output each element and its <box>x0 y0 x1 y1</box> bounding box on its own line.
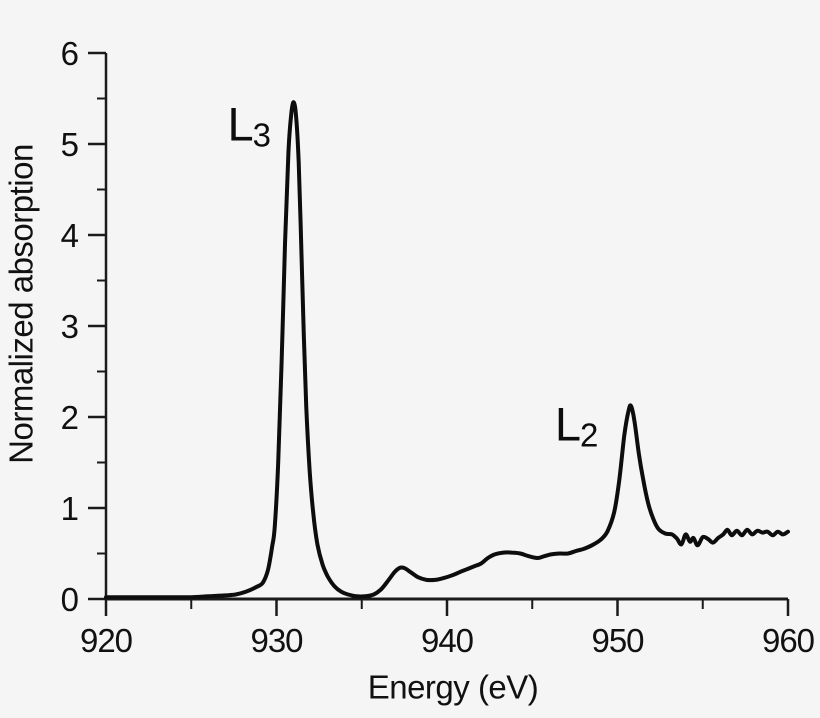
x-tick-label: 920 <box>80 622 133 659</box>
y-tick-label: 3 <box>61 308 79 345</box>
y-tick-label: 4 <box>61 217 79 254</box>
y-tick-label: 0 <box>61 581 79 618</box>
x-tick-label: 930 <box>250 622 303 659</box>
peak-label-L2-sub: 2 <box>579 416 599 454</box>
y-axis-label: Normalized absorption <box>2 144 40 464</box>
y-tick-label: 1 <box>61 490 79 527</box>
y-tick-label: 2 <box>61 399 79 436</box>
peak-label-L2: L2 <box>555 401 599 452</box>
x-tick-label: 960 <box>762 622 815 659</box>
absorption-curve <box>104 100 790 600</box>
x-tick-label: 940 <box>421 622 474 659</box>
peak-label-L2-main: L <box>554 397 581 451</box>
peak-label-L3: L3 <box>227 100 271 151</box>
x-tick-label: 950 <box>591 622 644 659</box>
peak-label-L3-sub: 3 <box>252 116 271 154</box>
y-tick-label: 6 <box>61 35 79 72</box>
x-axis-label: Energy (eV) <box>367 668 539 706</box>
peak-label-L3-main: L <box>227 97 253 151</box>
y-tick-label: 5 <box>61 126 79 163</box>
